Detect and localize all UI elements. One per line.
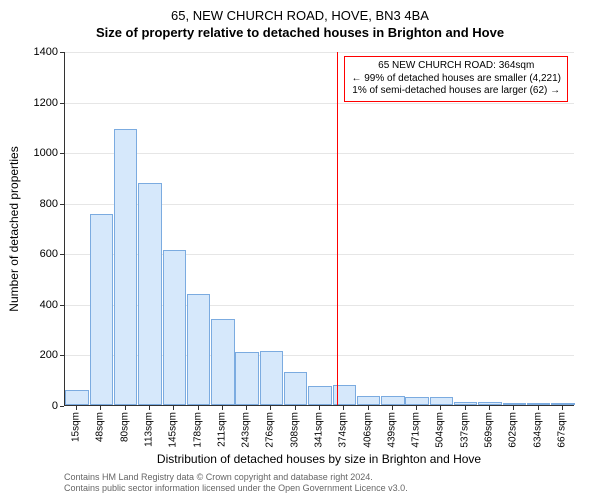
x-tick-label: 211sqm bbox=[216, 412, 227, 447]
histogram-bar bbox=[357, 396, 380, 405]
annotation-line: 65 NEW CHURCH ROAD: 364sqm bbox=[351, 60, 561, 73]
histogram-bar bbox=[90, 214, 113, 405]
x-tick-label: 145sqm bbox=[168, 412, 179, 448]
y-tick-label: 1000 bbox=[34, 147, 58, 159]
x-tick-mark bbox=[440, 406, 441, 410]
x-tick-label: 439sqm bbox=[386, 412, 397, 448]
y-tick-label: 800 bbox=[40, 198, 58, 210]
histogram-bar bbox=[454, 402, 477, 405]
title-subtitle: Size of property relative to detached ho… bbox=[10, 25, 590, 40]
x-tick-label: 80sqm bbox=[119, 412, 130, 442]
x-tick-mark bbox=[198, 406, 199, 410]
annotation-box: 65 NEW CHURCH ROAD: 364sqm← 99% of detac… bbox=[344, 56, 568, 102]
x-tick-mark bbox=[149, 406, 150, 410]
histogram-bar bbox=[430, 397, 453, 405]
y-tick-label: 400 bbox=[40, 299, 58, 311]
grid-line bbox=[65, 103, 574, 104]
x-tick-label: 341sqm bbox=[314, 412, 325, 448]
histogram-bar bbox=[551, 403, 574, 405]
x-tick-label: 276sqm bbox=[265, 412, 276, 448]
x-tick-mark bbox=[538, 406, 539, 410]
y-tick-label: 600 bbox=[40, 248, 58, 260]
grid-line bbox=[65, 153, 574, 154]
x-tick-mark bbox=[173, 406, 174, 410]
x-tick-mark bbox=[489, 406, 490, 410]
attribution-line2: Contains public sector information licen… bbox=[64, 483, 408, 494]
x-tick-label: 602sqm bbox=[508, 412, 519, 448]
histogram-bar bbox=[235, 352, 258, 405]
x-tick-label: 48sqm bbox=[95, 412, 106, 442]
x-tick-mark bbox=[416, 406, 417, 410]
y-tick-label: 1200 bbox=[34, 97, 58, 109]
y-tick-label: 1400 bbox=[34, 46, 58, 58]
attribution-line1: Contains HM Land Registry data © Crown c… bbox=[64, 472, 408, 483]
histogram-bar bbox=[333, 385, 356, 405]
histogram-bar bbox=[65, 390, 88, 405]
histogram-bar bbox=[163, 250, 186, 406]
x-tick-label: 406sqm bbox=[362, 412, 373, 448]
x-tick-label: 308sqm bbox=[289, 412, 300, 448]
histogram-bar bbox=[308, 386, 331, 405]
plot-area: 65 NEW CHURCH ROAD: 364sqm← 99% of detac… bbox=[64, 52, 574, 406]
y-tick-mark bbox=[60, 406, 64, 407]
histogram-bar bbox=[211, 319, 234, 405]
plot-region: 0200400600800100012001400 65 NEW CHURCH … bbox=[64, 52, 574, 406]
x-tick-mark bbox=[125, 406, 126, 410]
attribution: Contains HM Land Registry data © Crown c… bbox=[64, 472, 408, 494]
x-tick-label: 471sqm bbox=[411, 412, 422, 448]
x-tick-mark bbox=[343, 406, 344, 410]
x-tick-mark bbox=[270, 406, 271, 410]
x-tick-label: 667sqm bbox=[556, 412, 567, 448]
histogram-bar bbox=[527, 403, 550, 405]
x-tick-label: 504sqm bbox=[435, 412, 446, 448]
histogram-bar bbox=[138, 183, 161, 406]
y-axis-label: Number of detached properties bbox=[7, 146, 21, 311]
x-tick-mark bbox=[562, 406, 563, 410]
annotation-line: ← 99% of detached houses are smaller (4,… bbox=[351, 73, 561, 86]
x-tick-mark bbox=[76, 406, 77, 410]
x-tick-mark bbox=[392, 406, 393, 410]
histogram-bar bbox=[187, 294, 210, 405]
histogram-bar bbox=[503, 403, 526, 405]
x-tick-mark bbox=[295, 406, 296, 410]
title-address: 65, NEW CHURCH ROAD, HOVE, BN3 4BA bbox=[10, 8, 590, 23]
histogram-bar bbox=[381, 396, 404, 405]
x-tick-mark bbox=[513, 406, 514, 410]
x-axis-label: Distribution of detached houses by size … bbox=[157, 452, 481, 466]
x-tick-label: 113sqm bbox=[144, 412, 155, 447]
chart-titles: 65, NEW CHURCH ROAD, HOVE, BN3 4BA Size … bbox=[10, 8, 590, 40]
y-tick-label: 0 bbox=[52, 400, 58, 412]
x-tick-mark bbox=[465, 406, 466, 410]
x-tick-label: 569sqm bbox=[484, 412, 495, 448]
annotation-line: 1% of semi-detached houses are larger (6… bbox=[351, 85, 561, 98]
x-tick-mark bbox=[319, 406, 320, 410]
histogram-bar bbox=[114, 129, 137, 405]
x-tick-label: 374sqm bbox=[338, 412, 349, 448]
x-tick-mark bbox=[368, 406, 369, 410]
x-tick-label: 243sqm bbox=[241, 412, 252, 448]
x-tick-mark bbox=[100, 406, 101, 410]
x-tick-label: 178sqm bbox=[192, 412, 203, 448]
x-tick-label: 537sqm bbox=[459, 412, 470, 448]
chart-container: 65, NEW CHURCH ROAD, HOVE, BN3 4BA Size … bbox=[0, 0, 600, 500]
histogram-bar bbox=[478, 402, 501, 405]
x-tick-label: 15sqm bbox=[71, 412, 82, 442]
histogram-bar bbox=[405, 397, 428, 405]
marker-line bbox=[337, 52, 338, 405]
grid-line bbox=[65, 52, 574, 53]
x-tick-mark bbox=[246, 406, 247, 410]
histogram-bar bbox=[284, 372, 307, 405]
x-tick-label: 634sqm bbox=[532, 412, 543, 448]
x-tick-mark bbox=[222, 406, 223, 410]
histogram-bar bbox=[260, 351, 283, 405]
y-tick-label: 200 bbox=[40, 349, 58, 361]
